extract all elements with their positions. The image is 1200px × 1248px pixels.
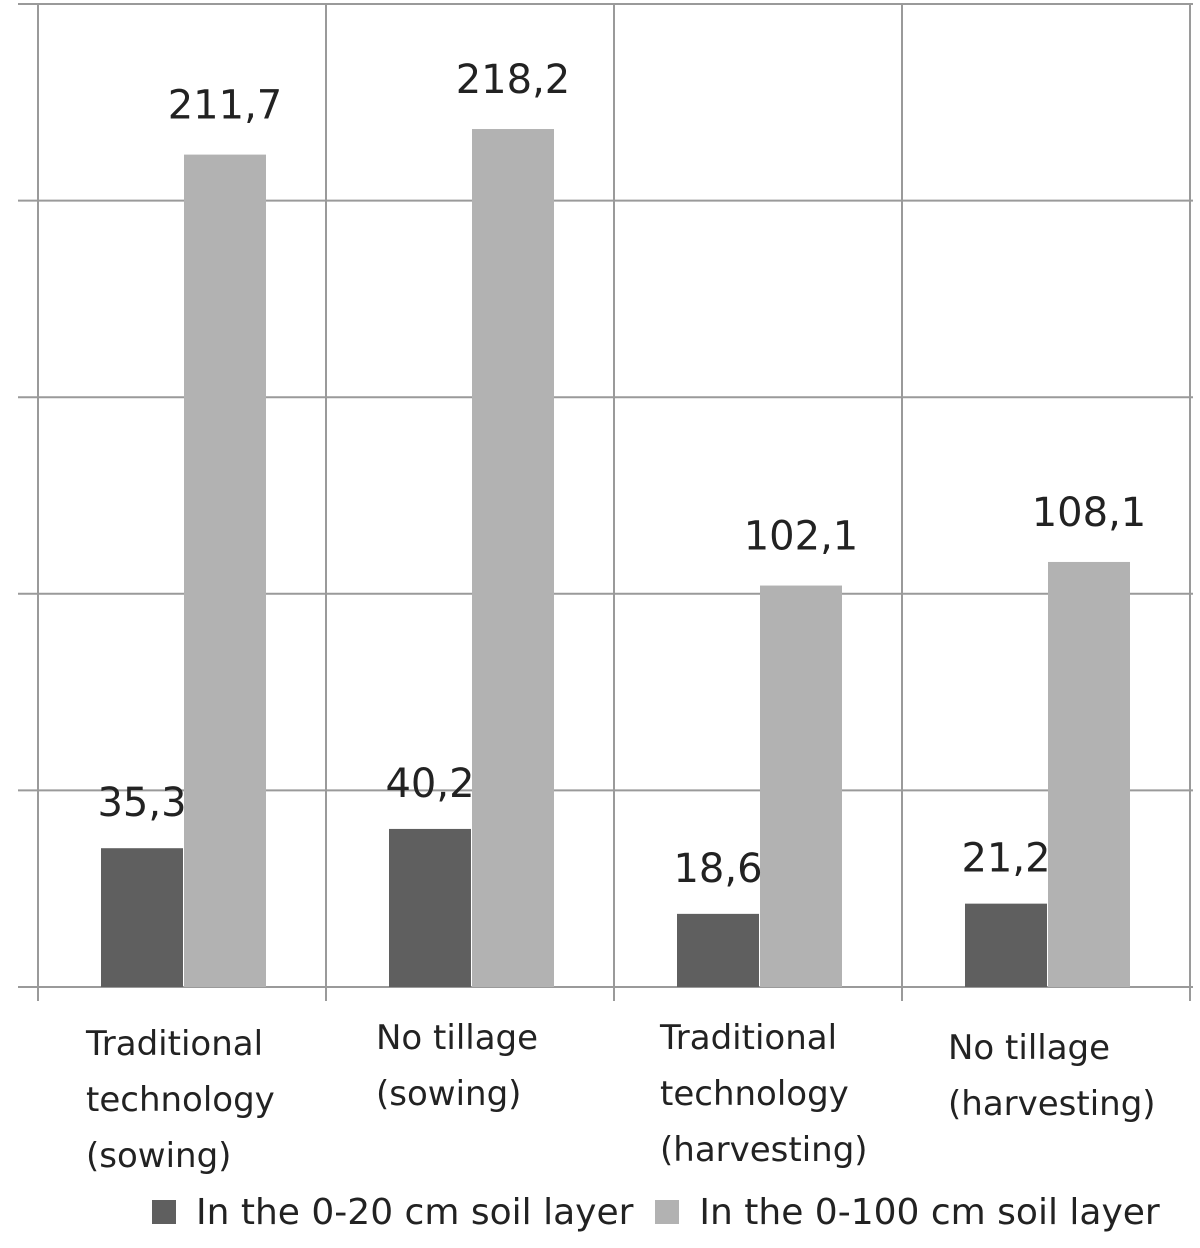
data-label: 40,2 [385,761,474,807]
legend-swatch-dark [152,1200,176,1224]
bar-0-100cm [472,129,554,987]
legend: In the 0-20 cm soil layer In the 0-100 c… [152,1182,1182,1242]
bar-0-20cm [101,848,183,987]
bar-0-100cm [1048,561,1130,987]
category-label: No tillage (harvesting) [948,1028,1156,1124]
legend-item-0-100: In the 0-100 cm soil layer [655,1191,1160,1233]
bar-0-20cm [389,828,471,987]
data-label: 18,6 [673,846,762,892]
category-label: Traditional technology (sowing) [86,1024,275,1176]
data-label: 102,1 [744,514,859,560]
legend-swatch-light [655,1200,680,1224]
bars [101,129,1130,988]
legend-label: In the 0-20 cm soil layer [196,1191,634,1233]
legend-item-0-20: In the 0-20 cm soil layer [152,1192,633,1233]
category-label: No tillage (sowing) [376,1018,539,1114]
bar-0-100cm [760,585,842,987]
data-label: 108,1 [1032,490,1147,536]
data-labels: 35,3 211,7 40,2 218,2 18,6 102,1 21,2 108,1 [97,57,1146,892]
category-label: Traditional technology (harvesting) [660,1018,868,1170]
data-label: 211,7 [168,83,283,129]
data-label: 21,2 [961,836,1050,882]
bar-0-100cm [184,154,266,988]
legend-label: In the 0-100 cm soil layer [699,1191,1160,1233]
bar-0-20cm [965,903,1047,987]
data-label: 35,3 [97,780,186,826]
data-label: 218,2 [456,57,571,103]
bar-0-20cm [677,913,759,987]
